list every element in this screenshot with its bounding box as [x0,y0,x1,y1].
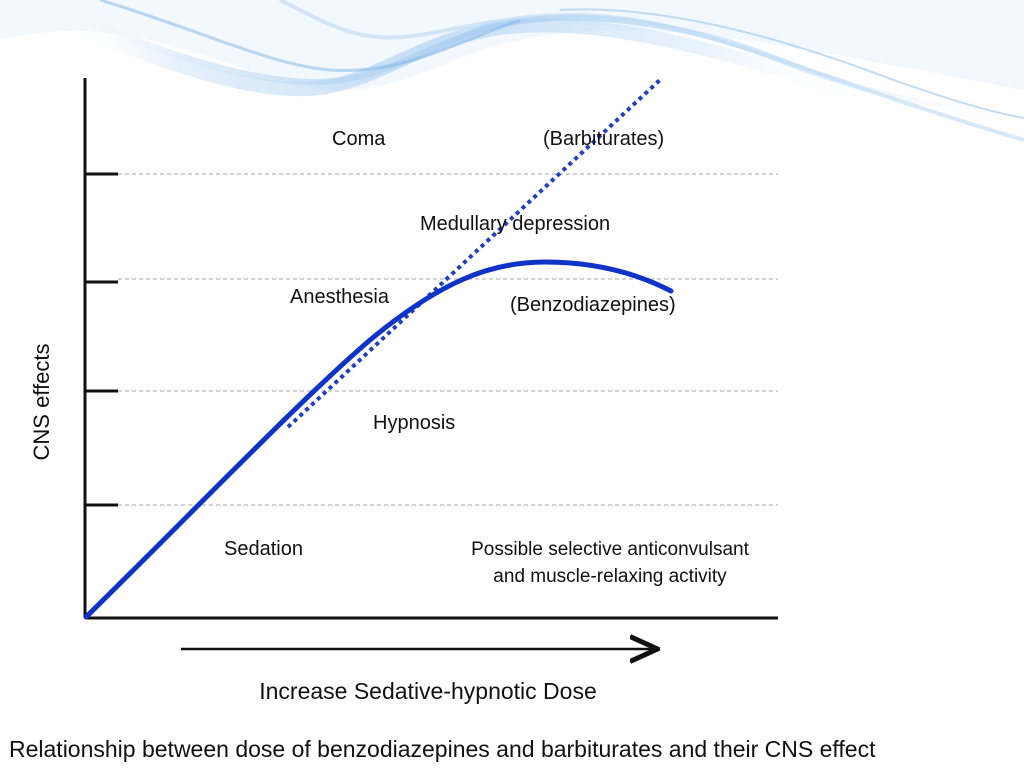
region-label-coma: Coma [332,128,386,150]
benzodiazepines-curve [83,259,674,620]
region-label-medullary-depression: Medullary depression [420,213,611,235]
region-label-anesthesia: Anesthesia [290,286,389,308]
anticonvulsant-annotation: Possible selective anticonvulsant and mu… [471,536,749,590]
barbiturates-curve [286,76,664,429]
region-label-sedation: Sedation [224,538,303,560]
curve-label-barbiturates: (Barbiturates) [543,128,665,150]
curve-label-benzodiazepines: (Benzodiazepines) [510,294,676,316]
y-axis-label: CNS effects [29,343,54,461]
annotation-line-2: and muscle-relaxing activity [493,566,727,587]
x-axis-label: Increase Sedative-hypnotic Dose [259,678,597,704]
annotation-line-1: Possible selective anticonvulsant [471,539,749,560]
slide-caption: Relationship between dose of benzodiazep… [9,736,876,762]
region-label-hypnosis: Hypnosis [373,412,456,434]
decorative-wave-banner [0,0,1024,142]
